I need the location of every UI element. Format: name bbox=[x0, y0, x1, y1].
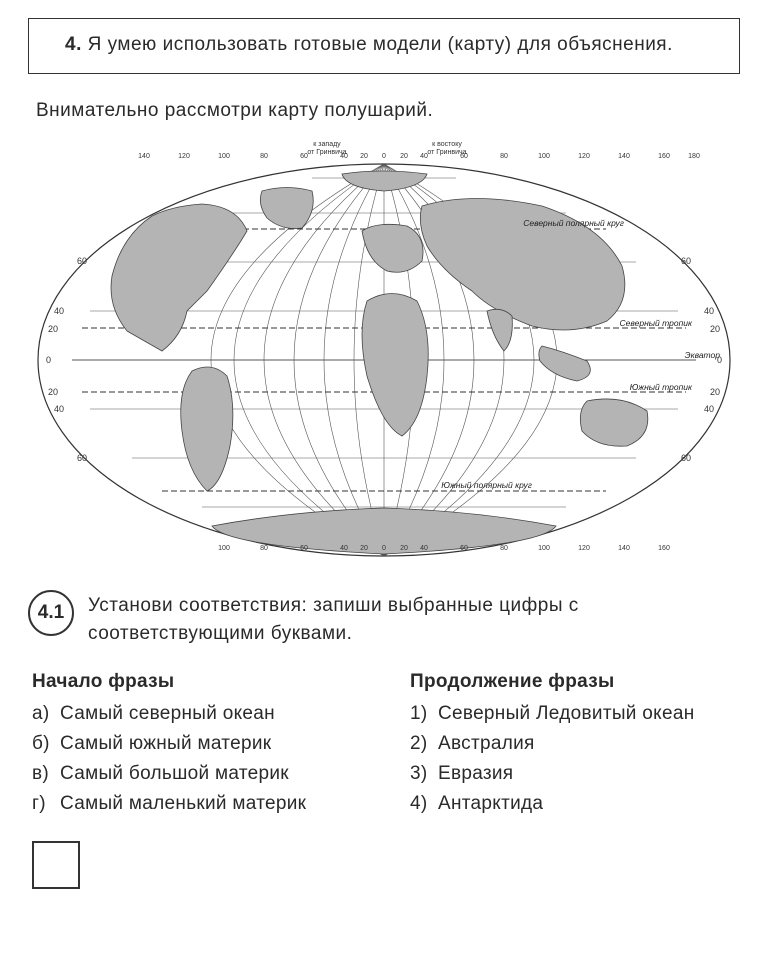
svg-text:20: 20 bbox=[48, 324, 58, 334]
item-label: а) bbox=[32, 703, 60, 725]
item-label: б) bbox=[32, 733, 60, 755]
svg-text:100: 100 bbox=[538, 545, 550, 552]
svg-text:160: 160 bbox=[658, 545, 670, 552]
svg-text:100: 100 bbox=[218, 153, 230, 160]
left-item: б)Самый южный материк bbox=[32, 733, 362, 755]
right-item: 1)Северный Ледовитый океан bbox=[410, 703, 740, 725]
svg-text:140: 140 bbox=[618, 153, 630, 160]
svg-text:от Гринвича: от Гринвича bbox=[427, 149, 466, 156]
left-item: г)Самый маленький материк bbox=[32, 793, 362, 815]
sub-question-text: Установи соответствия: запиши выбранные … bbox=[88, 590, 740, 649]
svg-text:80: 80 bbox=[260, 545, 268, 552]
left-column: Начало фразы а)Самый северный океанб)Сам… bbox=[32, 671, 362, 823]
svg-text:20: 20 bbox=[48, 387, 58, 397]
svg-text:40: 40 bbox=[420, 545, 428, 552]
svg-text:40: 40 bbox=[340, 545, 348, 552]
svg-text:80: 80 bbox=[260, 153, 268, 160]
map-svg: 140 120 100 80 60 40 20 0 20 40 60 80 10… bbox=[32, 136, 736, 564]
svg-text:0: 0 bbox=[382, 153, 386, 160]
svg-text:60: 60 bbox=[77, 453, 87, 463]
svg-text:20: 20 bbox=[400, 545, 408, 552]
question-box: 4. Я умею использовать готовые модели (к… bbox=[28, 18, 740, 74]
matching-columns: Начало фразы а)Самый северный океанб)Сам… bbox=[28, 671, 740, 823]
svg-text:60: 60 bbox=[460, 545, 468, 552]
item-text: Евразия bbox=[438, 763, 513, 785]
label-east: к востоку bbox=[432, 141, 462, 148]
left-item: а)Самый северный океан bbox=[32, 703, 362, 725]
svg-text:120: 120 bbox=[578, 153, 590, 160]
svg-text:60: 60 bbox=[681, 256, 691, 266]
svg-text:140: 140 bbox=[138, 153, 150, 160]
svg-text:140: 140 bbox=[618, 545, 630, 552]
right-item: 2)Австралия bbox=[410, 733, 740, 755]
svg-text:100: 100 bbox=[538, 153, 550, 160]
svg-text:40: 40 bbox=[704, 404, 714, 414]
tropic-capricorn-label: Южный тропик bbox=[630, 382, 693, 392]
svg-text:0: 0 bbox=[46, 355, 51, 365]
item-label: 2) bbox=[410, 733, 438, 755]
svg-text:20: 20 bbox=[400, 153, 408, 160]
svg-text:120: 120 bbox=[178, 153, 190, 160]
svg-text:120: 120 bbox=[578, 545, 590, 552]
instruction-text: Внимательно рассмотри карту полушарий. bbox=[28, 100, 740, 122]
sub-question-row: 4.1 Установи соответствия: запиши выбран… bbox=[28, 590, 740, 649]
left-item: в)Самый большой материк bbox=[32, 763, 362, 785]
svg-text:0: 0 bbox=[382, 545, 386, 552]
label-west: к западу bbox=[313, 141, 341, 148]
svg-text:40: 40 bbox=[54, 306, 64, 316]
item-label: 4) bbox=[410, 793, 438, 815]
arctic-circle-label: Северный полярный круг bbox=[523, 218, 624, 228]
world-map: 140 120 100 80 60 40 20 0 20 40 60 80 10… bbox=[32, 136, 736, 564]
svg-text:60: 60 bbox=[681, 453, 691, 463]
answer-box[interactable] bbox=[32, 841, 80, 889]
svg-text:20: 20 bbox=[710, 324, 720, 334]
item-text: Самый большой материк bbox=[60, 763, 289, 785]
question-number: 4. bbox=[65, 34, 82, 55]
item-text: Самый маленький материк bbox=[60, 793, 306, 815]
svg-text:20: 20 bbox=[710, 387, 720, 397]
svg-text:от Гринвича: от Гринвича bbox=[307, 149, 346, 156]
right-column: Продолжение фразы 1)Северный Ледовитый о… bbox=[410, 671, 740, 823]
left-column-header: Начало фразы bbox=[32, 671, 362, 693]
item-text: Австралия bbox=[438, 733, 535, 755]
right-item: 3)Евразия bbox=[410, 763, 740, 785]
svg-text:180: 180 bbox=[688, 153, 700, 160]
tropic-cancer-label: Северный тропик bbox=[620, 318, 693, 328]
svg-text:160: 160 bbox=[658, 153, 670, 160]
right-item: 4)Антарктида bbox=[410, 793, 740, 815]
item-text: Северный Ледовитый океан bbox=[438, 703, 695, 725]
svg-text:40: 40 bbox=[54, 404, 64, 414]
svg-text:20: 20 bbox=[360, 153, 368, 160]
item-text: Самый южный материк bbox=[60, 733, 271, 755]
equator-label: Экватор bbox=[685, 350, 721, 360]
svg-text:80: 80 bbox=[500, 545, 508, 552]
svg-text:40: 40 bbox=[704, 306, 714, 316]
item-label: 1) bbox=[410, 703, 438, 725]
svg-text:80: 80 bbox=[500, 153, 508, 160]
svg-text:60: 60 bbox=[77, 256, 87, 266]
antarctic-circle-label: Южный полярный круг bbox=[441, 480, 532, 490]
item-label: в) bbox=[32, 763, 60, 785]
question-text: Я умею использовать готовые модели (карт… bbox=[88, 34, 673, 55]
item-label: 3) bbox=[410, 763, 438, 785]
item-label: г) bbox=[32, 793, 60, 815]
item-text: Самый северный океан bbox=[60, 703, 275, 725]
svg-text:20: 20 bbox=[360, 545, 368, 552]
right-column-header: Продолжение фразы bbox=[410, 671, 740, 693]
sub-question-number: 4.1 bbox=[28, 590, 74, 636]
svg-text:100: 100 bbox=[218, 545, 230, 552]
svg-text:60: 60 bbox=[300, 545, 308, 552]
item-text: Антарктида bbox=[438, 793, 543, 815]
longitude-labels-top: 140 120 100 80 60 40 20 0 20 40 60 80 10… bbox=[138, 153, 700, 160]
